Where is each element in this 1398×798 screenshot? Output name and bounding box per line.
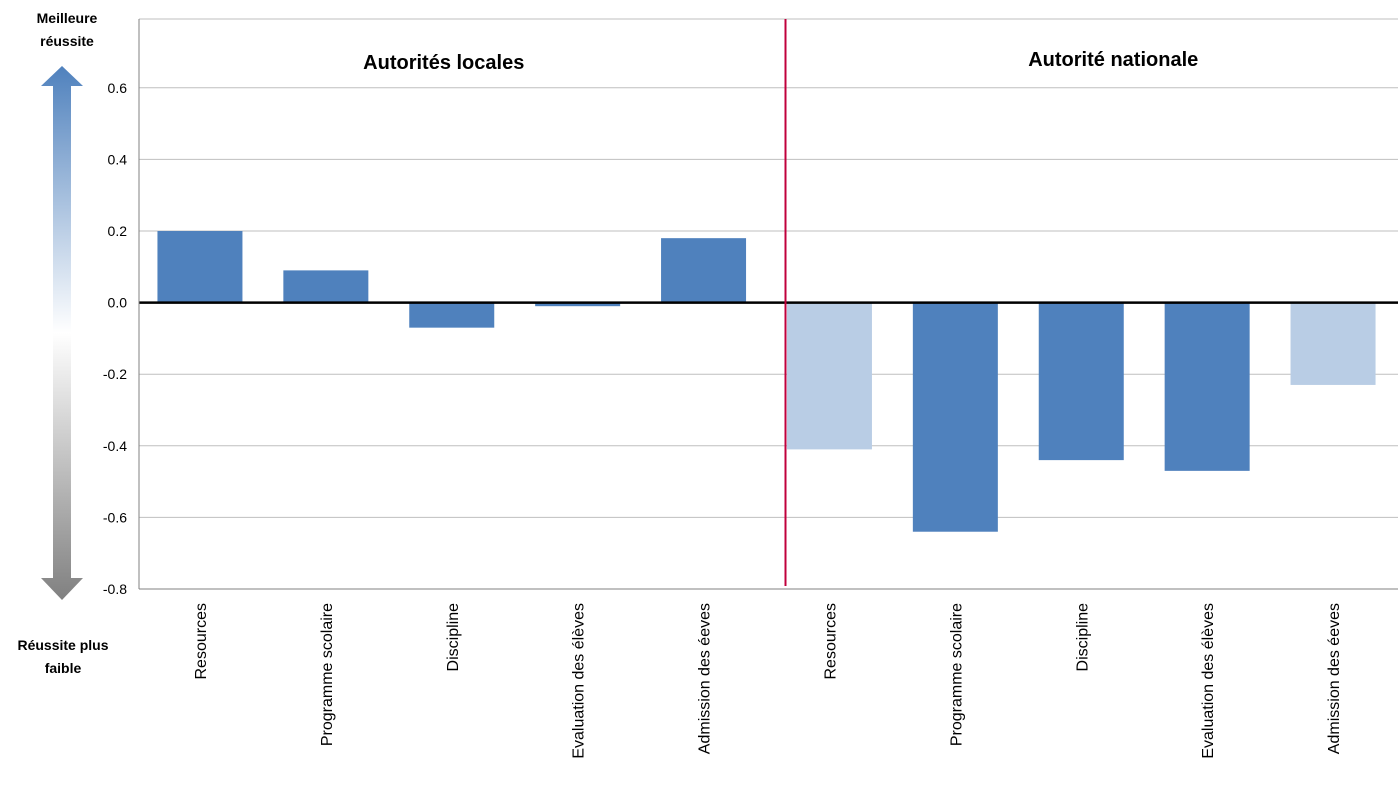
y-axis-ticks: 0.6 0.4 0.2 0.0 -0.2 -0.4 -0.6 -0.8 — [103, 80, 127, 597]
top-label-line2: réussite — [40, 33, 94, 49]
bar — [661, 238, 747, 303]
category-label: Discipline — [445, 603, 462, 672]
y-tick-label: -0.4 — [103, 438, 127, 454]
y-tick-label: -0.8 — [103, 581, 127, 597]
group-label: Autorités locales — [363, 52, 524, 74]
category-label: Admission des éeves — [1326, 603, 1343, 754]
category-label: Evaluation des élèves — [571, 603, 588, 759]
category-label: Discipline — [1074, 603, 1091, 672]
bar — [409, 302, 495, 328]
category-label: Resources — [822, 603, 839, 679]
double-arrow-icon — [41, 66, 83, 600]
category-label: Resources — [193, 603, 210, 679]
y-tick-label: -0.2 — [103, 366, 127, 382]
category-label: Admission des éeves — [697, 603, 714, 754]
bottom-label-line2: faible — [45, 660, 82, 676]
y-tick-label: 0.4 — [108, 151, 128, 167]
axes — [138, 19, 1398, 590]
bottom-label-line1: Réussite plus — [17, 637, 108, 653]
category-labels: Resources Programme scolaire Discipline Eva… — [193, 603, 1343, 759]
bars — [157, 231, 1376, 532]
y-tick-label: 0.2 — [108, 223, 128, 239]
bar — [1164, 302, 1250, 471]
bar — [1290, 302, 1376, 385]
y-tick-label: 0.0 — [108, 295, 128, 311]
gridlines — [139, 18, 1398, 518]
bar — [535, 302, 621, 307]
bar — [157, 231, 243, 303]
top-label-line1: Meilleure — [37, 10, 98, 26]
category-label: Programme scolaire — [319, 603, 336, 746]
y-tick-label: 0.6 — [108, 80, 128, 96]
y-tick-label: -0.6 — [103, 509, 127, 525]
bar — [283, 270, 369, 303]
bar — [786, 302, 872, 450]
direction-arrow-icon — [41, 66, 83, 600]
category-label: Evaluation des élèves — [1200, 603, 1217, 759]
group-labels: Autorités locales Autorité nationale — [363, 49, 1198, 74]
bar — [912, 302, 998, 532]
category-label: Programme scolaire — [948, 603, 965, 746]
bar — [1038, 302, 1124, 461]
group-label: Autorité nationale — [1028, 49, 1198, 71]
